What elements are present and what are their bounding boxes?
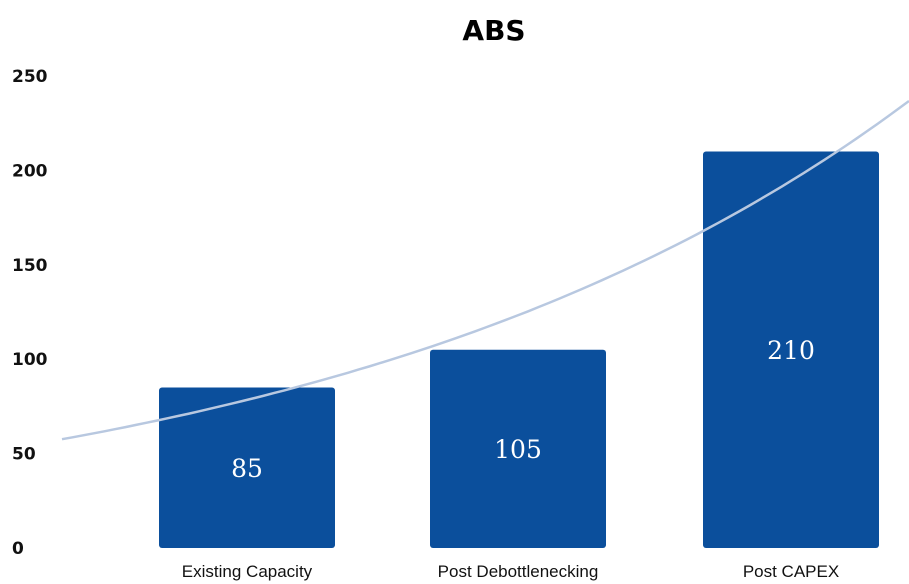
trendline [61, 99, 909, 441]
y-tick-label: 0 [12, 539, 24, 559]
x-category-label: Post CAPEX [743, 562, 839, 581]
chart-title: ABS [462, 14, 525, 47]
bar [430, 349, 606, 548]
y-tick-label: 250 [12, 67, 48, 87]
y-tick-label: 100 [12, 350, 48, 370]
bar-value-label: 105 [494, 435, 542, 464]
y-tick-label: 150 [12, 256, 48, 276]
bar [703, 151, 879, 548]
bars [159, 151, 879, 548]
bar [159, 387, 335, 548]
y-axis-ticks: 0 50 100 150 200 250 [12, 67, 48, 559]
x-axis-categories: Existing Capacity Post Debottlenecking Pos… [182, 562, 839, 581]
y-tick-label: 200 [12, 161, 48, 181]
bar-value-label: 85 [231, 454, 263, 483]
y-tick-label: 50 [12, 445, 36, 465]
x-category-label: Post Debottlenecking [438, 562, 599, 581]
x-category-label: Existing Capacity [182, 562, 313, 581]
bar-value-label: 210 [767, 336, 815, 365]
data-labels: 85 105 210 [231, 336, 815, 483]
